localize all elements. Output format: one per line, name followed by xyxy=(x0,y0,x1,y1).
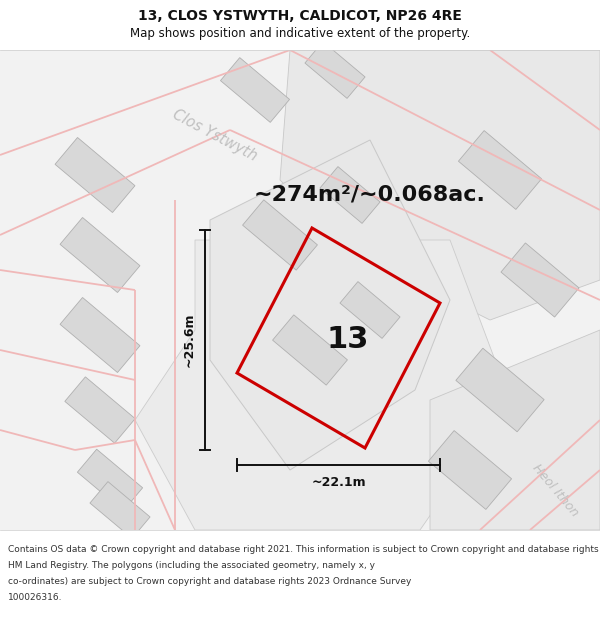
Text: 13: 13 xyxy=(327,326,369,354)
Polygon shape xyxy=(430,330,600,530)
Polygon shape xyxy=(0,530,600,625)
Polygon shape xyxy=(280,50,600,320)
Polygon shape xyxy=(77,449,143,511)
Polygon shape xyxy=(0,50,600,530)
Polygon shape xyxy=(220,58,290,122)
Polygon shape xyxy=(60,217,140,292)
Text: ~22.1m: ~22.1m xyxy=(311,476,366,489)
Polygon shape xyxy=(305,42,365,98)
Polygon shape xyxy=(456,348,544,432)
Text: Map shows position and indicative extent of the property.: Map shows position and indicative extent… xyxy=(130,28,470,41)
Polygon shape xyxy=(0,0,600,50)
Polygon shape xyxy=(90,482,150,538)
Polygon shape xyxy=(65,377,135,443)
Text: ~274m²/~0.068ac.: ~274m²/~0.068ac. xyxy=(254,185,486,205)
Text: HM Land Registry. The polygons (including the associated geometry, namely x, y: HM Land Registry. The polygons (includin… xyxy=(8,561,375,570)
Text: 100026316.: 100026316. xyxy=(8,593,62,602)
Polygon shape xyxy=(242,200,317,270)
Text: 13, CLOS YSTWYTH, CALDICOT, NP26 4RE: 13, CLOS YSTWYTH, CALDICOT, NP26 4RE xyxy=(138,9,462,23)
Polygon shape xyxy=(135,240,510,530)
Polygon shape xyxy=(272,315,347,385)
Text: Heol Ithon: Heol Ithon xyxy=(529,461,581,519)
Polygon shape xyxy=(210,140,450,470)
Text: Contains OS data © Crown copyright and database right 2021. This information is : Contains OS data © Crown copyright and d… xyxy=(8,545,600,554)
Polygon shape xyxy=(60,298,140,372)
Polygon shape xyxy=(501,243,579,317)
Polygon shape xyxy=(428,431,512,509)
Polygon shape xyxy=(340,282,400,338)
Text: Clos Ystwyth: Clos Ystwyth xyxy=(170,106,260,164)
Text: co-ordinates) are subject to Crown copyright and database rights 2023 Ordnance S: co-ordinates) are subject to Crown copyr… xyxy=(8,577,412,586)
Polygon shape xyxy=(458,131,542,209)
Polygon shape xyxy=(55,138,135,212)
Polygon shape xyxy=(320,167,380,223)
Text: ~25.6m: ~25.6m xyxy=(182,312,196,368)
